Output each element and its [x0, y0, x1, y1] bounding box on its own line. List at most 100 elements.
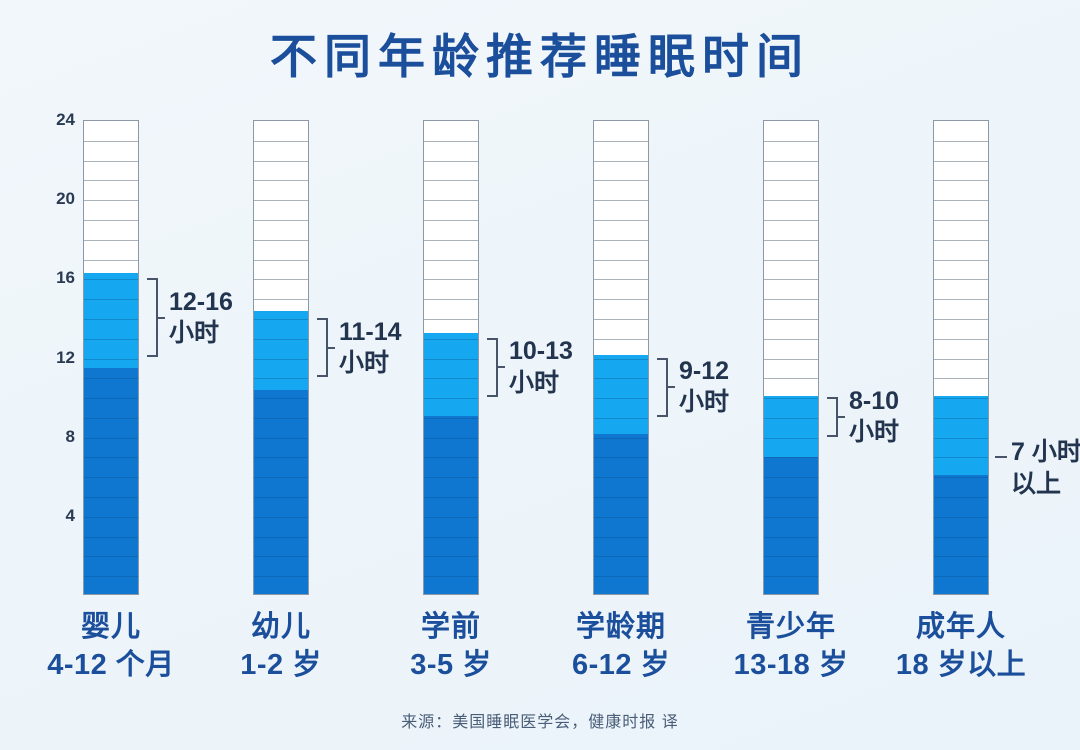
range-annotation-adult: 7 小时 以上 [1011, 437, 1080, 500]
hour-gridline [934, 160, 988, 162]
y-axis-tick-12: 12 [56, 347, 75, 367]
hour-gridline [424, 279, 478, 281]
hour-gridline [254, 239, 308, 241]
category-name: 学前 [420, 611, 481, 643]
hour-gridline [934, 180, 988, 182]
hour-gridline [934, 259, 988, 261]
range-annotation-preschool: 10-13 小时 [509, 336, 573, 399]
hour-gridline [764, 200, 818, 202]
category-label-teen: 青少年 13-18 岁 [676, 609, 906, 684]
category-age-range: 13-18 岁 [733, 648, 849, 681]
range-bracket-toddler [317, 317, 335, 378]
category-age-range: 6-12 岁 [571, 648, 671, 681]
hour-gridline [764, 180, 818, 182]
category-name: 成年人 [915, 611, 1006, 643]
bar-segment-upper-range-preschool [424, 332, 478, 416]
bracket-tick [156, 316, 165, 319]
hour-gridline [424, 140, 478, 142]
hour-gridline [764, 219, 818, 221]
y-axis-tick-20: 20 [56, 189, 75, 209]
range-annotation-unit: 小时 [169, 318, 220, 347]
range-bracket-teen [827, 397, 845, 437]
hour-gridline [934, 219, 988, 221]
hour-gridline [594, 239, 648, 241]
range-annotation-teen: 8-10 小时 [849, 386, 899, 449]
range-annotation-value: 9-12 [679, 356, 730, 385]
bar-segment-core-sleep-toddler [254, 390, 308, 594]
bracket-tick [836, 415, 845, 418]
bar-infant[interactable] [83, 120, 139, 595]
bar-segment-core-sleep-adult [934, 475, 988, 594]
range-annotation-value: 11-14 [339, 317, 402, 346]
range-annotation-value: 7 小时 [1011, 438, 1080, 467]
y-axis-tick-4: 4 [65, 505, 75, 525]
bar-segment-upper-range-teen [764, 396, 818, 458]
category-label-infant: 婴儿 4-12 个月 [0, 609, 226, 684]
category-age-range: 18 岁以上 [895, 648, 1027, 681]
range-annotation-value: 10-13 [509, 337, 573, 366]
bar-adult[interactable] [933, 120, 989, 595]
hour-gridline [84, 180, 138, 182]
hour-gridline [764, 259, 818, 261]
hour-gridline [84, 219, 138, 221]
bar-segment-upper-range-toddler [254, 311, 308, 391]
hour-gridline [254, 200, 308, 202]
hour-gridline [934, 338, 988, 340]
hour-gridline [424, 299, 478, 301]
hour-gridline [254, 180, 308, 182]
range-annotation-value: 8-10 [849, 386, 900, 415]
range-bracket-preschool [487, 337, 505, 398]
hour-gridline [254, 140, 308, 142]
bar-teen[interactable] [763, 120, 819, 595]
hour-gridline [424, 239, 478, 241]
range-annotation-toddler: 11-14 小时 [339, 316, 402, 379]
range-bracket-infant [147, 278, 165, 358]
category-age-range: 3-5 岁 [410, 648, 492, 681]
hour-gridline [934, 378, 988, 380]
category-age-range: 1-2 岁 [240, 648, 322, 681]
hour-gridline [424, 318, 478, 320]
hour-gridline [594, 279, 648, 281]
hour-gridline [934, 299, 988, 301]
hour-gridline [254, 160, 308, 162]
hour-gridline [764, 318, 818, 320]
hour-gridline [764, 358, 818, 360]
hour-gridline [424, 200, 478, 202]
hour-gridline [594, 180, 648, 182]
hour-gridline [594, 318, 648, 320]
bar-school-age[interactable] [593, 120, 649, 595]
category-label-adult: 成年人 18 岁以上 [846, 609, 1076, 684]
bar-preschool[interactable] [423, 120, 479, 595]
range-annotation-unit: 小时 [849, 417, 900, 446]
y-axis-tick-8: 8 [65, 426, 75, 446]
bar-segment-core-sleep-teen [764, 457, 818, 594]
hour-gridline [424, 160, 478, 162]
bracket-tick [496, 366, 505, 369]
hour-gridline [84, 160, 138, 162]
hour-gridline [424, 180, 478, 182]
y-axis-tick-24: 24 [56, 110, 75, 129]
range-annotation-unit: 小时 [339, 348, 390, 377]
range-dash-adult [995, 456, 1007, 459]
hour-gridline [84, 200, 138, 202]
category-label-toddler: 幼儿 1-2 岁 [166, 609, 396, 684]
hour-gridline [764, 140, 818, 142]
bracket-tick [326, 346, 335, 349]
hour-gridline [934, 279, 988, 281]
hour-gridline [764, 299, 818, 301]
category-label-preschool: 学前 3-5 岁 [336, 609, 566, 684]
category-name: 青少年 [745, 611, 836, 643]
hour-gridline [594, 160, 648, 162]
hour-gridline [594, 140, 648, 142]
range-bracket-school-age [657, 357, 675, 417]
hour-gridline [934, 358, 988, 360]
category-name: 婴儿 [80, 611, 141, 643]
hour-gridline [764, 239, 818, 241]
range-annotation-value: 12-16 [169, 287, 233, 316]
bar-segment-upper-range-infant [84, 273, 138, 369]
bar-segment-core-sleep-school-age [594, 433, 648, 594]
hour-gridline [594, 200, 648, 202]
hour-gridline [934, 200, 988, 202]
bar-toddler[interactable] [253, 120, 309, 595]
